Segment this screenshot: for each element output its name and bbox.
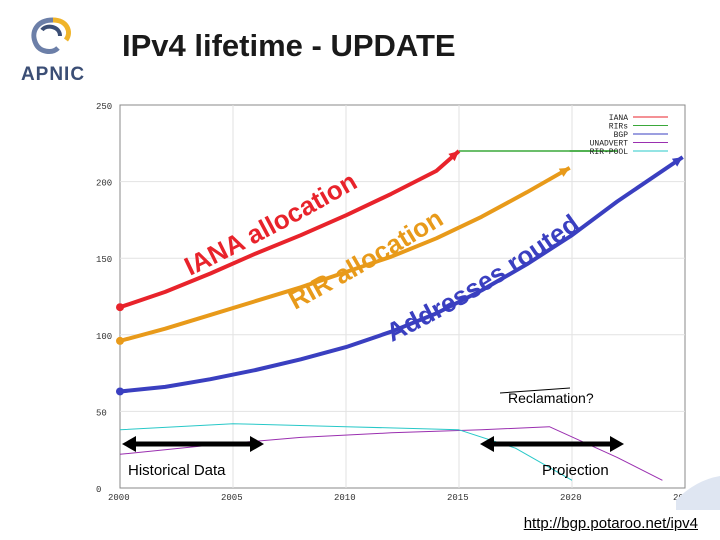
series-line-iana xyxy=(119,149,461,310)
legend-label: RIRs xyxy=(609,123,628,132)
x-tick-label: 2010 xyxy=(334,493,356,503)
source-link[interactable]: http://bgp.potaroo.net/ipv4 xyxy=(523,515,698,532)
legend-label: BGP xyxy=(614,131,629,140)
series-line-rirs xyxy=(119,166,571,343)
y-tick-label: 250 xyxy=(96,102,112,112)
slide-title: IPv4 lifetime - UPDATE xyxy=(122,28,456,63)
decorative-swoosh-icon xyxy=(676,476,720,510)
legend-label: UNADVERT xyxy=(590,140,629,149)
y-tick-label: 100 xyxy=(96,332,112,342)
series-arrowhead-bgp xyxy=(671,157,683,167)
projection-label: Projection xyxy=(542,462,609,479)
logo-text: APNIC xyxy=(20,64,86,85)
series-start-rirs xyxy=(116,336,124,345)
historical-arrow xyxy=(122,436,264,452)
x-tick-label: 2005 xyxy=(221,493,243,503)
projection-arrow xyxy=(480,436,624,452)
plot-frame xyxy=(119,104,686,489)
reclamation-pointer xyxy=(499,387,571,394)
historical-label: Historical Data xyxy=(128,462,226,479)
y-tick-label: 50 xyxy=(96,408,107,418)
series-start-bgp xyxy=(116,387,124,396)
series-start-iana xyxy=(116,303,124,312)
legend-label: IANA xyxy=(609,114,628,123)
series-arrowhead-rirs xyxy=(558,167,570,177)
series-line-rir-pool xyxy=(119,423,573,481)
y-tick-label: 200 xyxy=(96,179,112,189)
y-tick-label: 150 xyxy=(96,255,112,265)
series-line-bgp xyxy=(119,155,684,394)
legend-label: RIR-POOL xyxy=(590,148,629,157)
apnic-logo: APNIC xyxy=(12,10,94,88)
series-arrowhead-iana xyxy=(448,151,459,162)
x-tick-label: 2020 xyxy=(560,493,582,503)
x-tick-label: 2000 xyxy=(108,493,130,503)
logo-swirl-icon xyxy=(31,17,71,54)
y-tick-label: 0 xyxy=(96,485,101,495)
reclamation-label: Reclamation? xyxy=(508,390,594,406)
x-tick-label: 2015 xyxy=(447,493,469,503)
